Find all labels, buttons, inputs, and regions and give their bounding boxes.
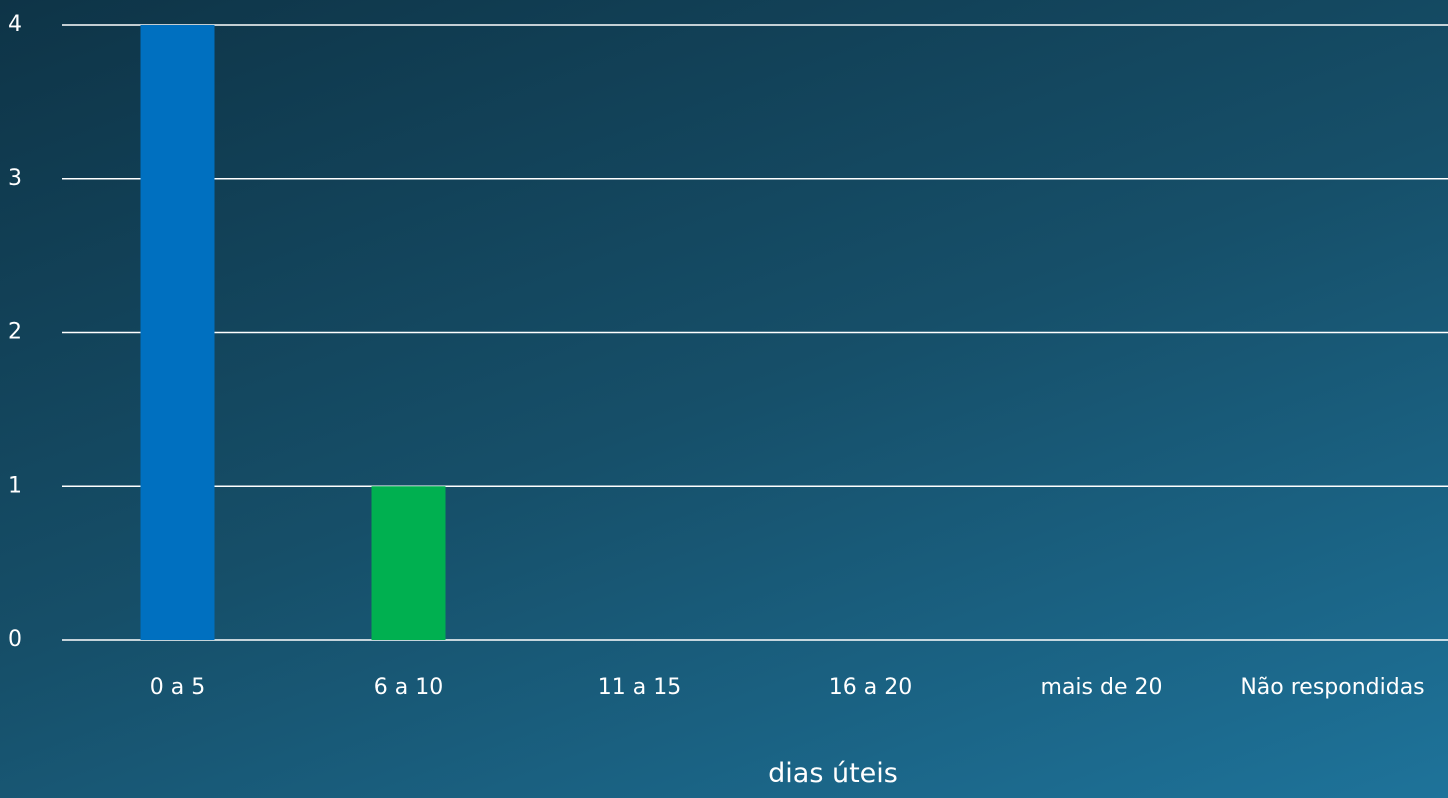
- y-tick-label: 4: [8, 12, 22, 37]
- x-tick-label: 16 a 20: [828, 675, 913, 700]
- x-tick-label: mais de 20: [1040, 675, 1163, 700]
- y-tick-label: 2: [8, 320, 22, 345]
- x-axis-label: dias úteis: [768, 758, 898, 789]
- x-tick-label: 0 a 5: [149, 675, 206, 700]
- x-tick-label: 11 a 15: [597, 675, 682, 700]
- bar: [371, 486, 446, 640]
- x-tick-label: Não respondidas: [1240, 675, 1425, 700]
- y-tick-label: 1: [8, 473, 22, 498]
- y-tick-label: 3: [8, 166, 22, 191]
- y-tick-label: 0: [8, 627, 22, 652]
- bar: [140, 25, 215, 640]
- x-tick-label: 6 a 10: [373, 675, 444, 700]
